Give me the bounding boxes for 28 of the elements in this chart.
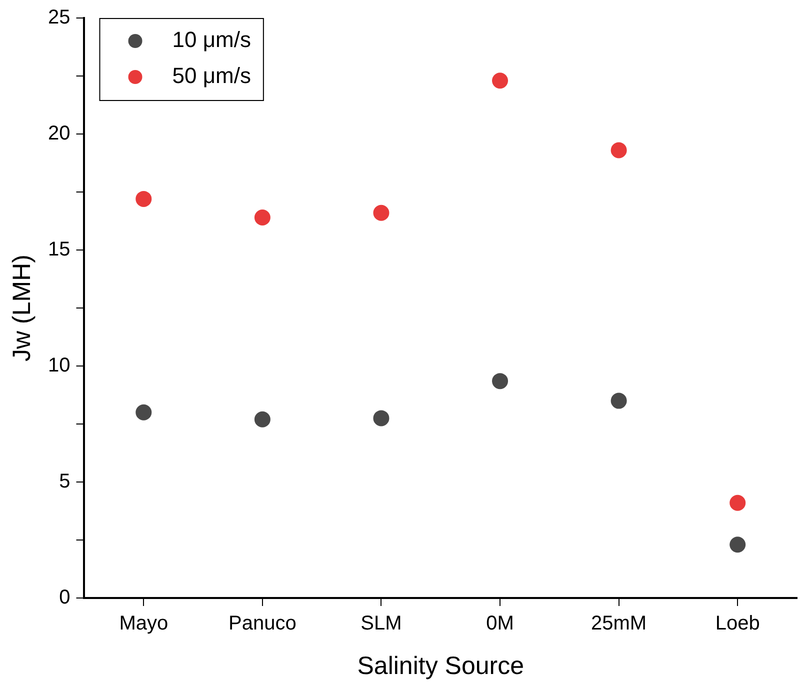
x-tick-label: SLM <box>360 612 402 635</box>
point <box>730 494 746 511</box>
point <box>610 142 627 158</box>
x-tick-label: Panuco <box>228 612 296 635</box>
x-tick-label: 0M <box>486 612 514 635</box>
point <box>492 373 508 390</box>
y-tick-label: 15 <box>48 238 70 261</box>
point <box>492 72 508 89</box>
x-axis-title: Salinity Source <box>357 652 524 680</box>
y-tick-label: 5 <box>59 470 70 493</box>
y-tick-label: 10 <box>48 354 70 377</box>
legend-label: 50 μm/s <box>172 63 251 88</box>
point <box>136 404 152 420</box>
x-tick-label: 25mM <box>591 612 647 635</box>
point <box>136 190 152 207</box>
y-tick-label: 20 <box>48 122 70 145</box>
y-axis-title: Jw (LMH) <box>8 254 36 362</box>
x-tick-label: Loeb <box>715 612 760 635</box>
legend-label: 10 μm/s <box>172 27 251 52</box>
y-tick-label: 0 <box>59 586 70 609</box>
point <box>373 410 390 426</box>
point <box>610 392 627 409</box>
x-tick-label: Mayo <box>119 612 168 635</box>
point <box>254 411 270 428</box>
point <box>373 204 390 221</box>
y-tick-label: 25 <box>48 6 70 29</box>
point <box>730 536 746 553</box>
point <box>254 210 270 226</box>
